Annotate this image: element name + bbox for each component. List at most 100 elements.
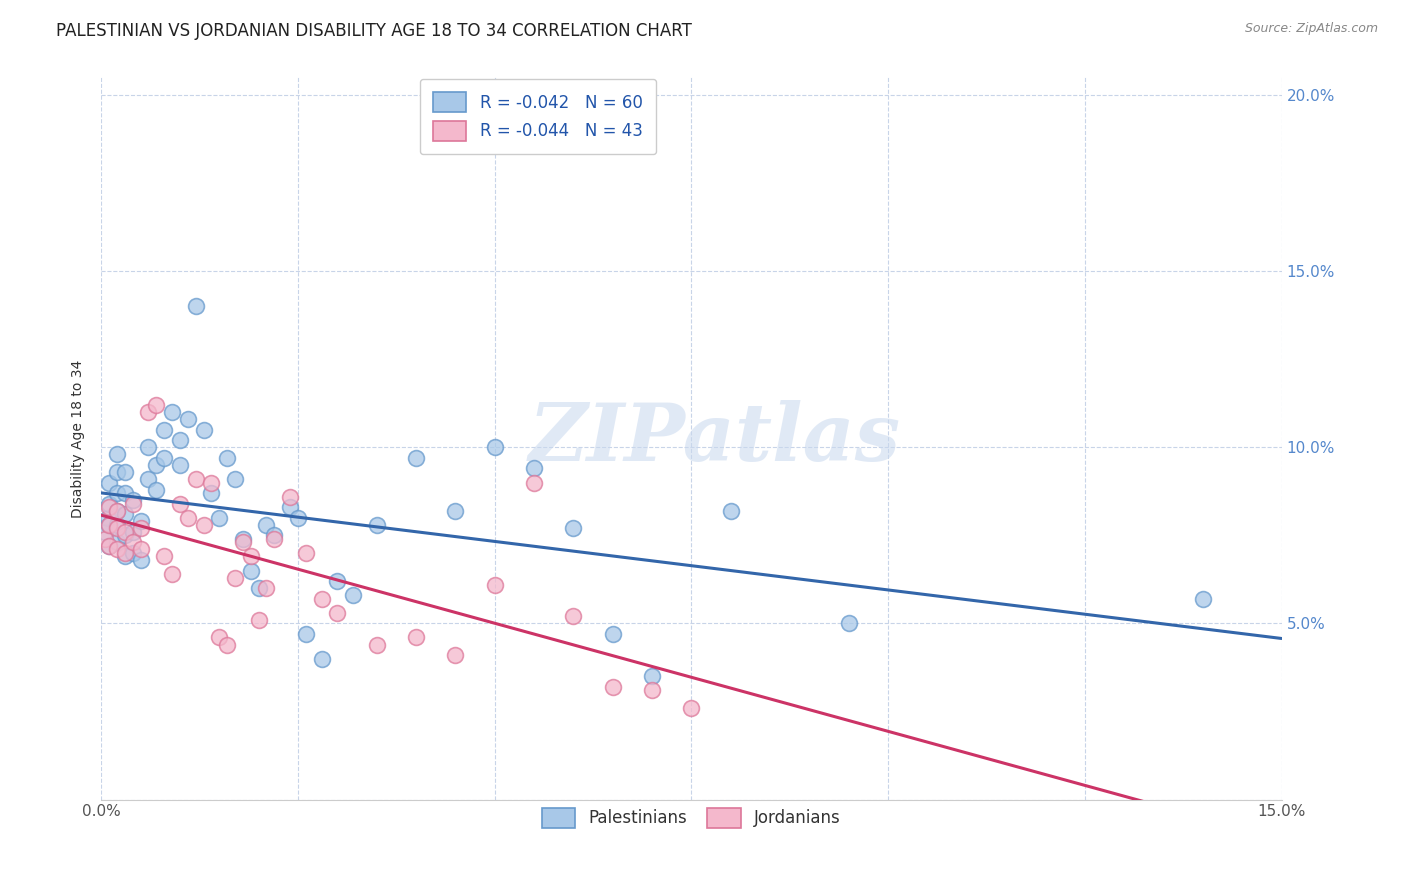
Point: [129, 521, 152, 535]
Point: [200, 486, 222, 500]
Point: [239, 564, 262, 578]
Point: [287, 510, 309, 524]
Point: [121, 546, 143, 560]
Point: [311, 651, 333, 665]
Point: [326, 606, 349, 620]
Point: [114, 528, 136, 542]
Point: [720, 504, 742, 518]
Point: [217, 450, 239, 465]
Point: [263, 532, 285, 546]
Point: [562, 521, 585, 535]
Point: [169, 434, 191, 448]
Point: [278, 490, 301, 504]
Point: [294, 546, 316, 560]
Point: [444, 648, 467, 662]
Point: [326, 574, 349, 588]
Point: [114, 546, 136, 560]
Point: [94, 524, 117, 539]
Point: [96, 510, 118, 524]
Point: [98, 539, 121, 553]
Text: PALESTINIAN VS JORDANIAN DISABILITY AGE 18 TO 34 CORRELATION CHART: PALESTINIAN VS JORDANIAN DISABILITY AGE …: [56, 22, 692, 40]
Point: [405, 631, 427, 645]
Text: Source: ZipAtlas.com: Source: ZipAtlas.com: [1244, 22, 1378, 36]
Point: [169, 497, 191, 511]
Point: [177, 412, 200, 426]
Point: [641, 683, 664, 698]
Point: [121, 493, 143, 508]
Y-axis label: Disability Age 18 to 34: Disability Age 18 to 34: [72, 359, 86, 517]
Point: [114, 549, 136, 564]
Point: [98, 539, 121, 553]
Point: [160, 405, 183, 419]
Point: [484, 577, 506, 591]
Point: [405, 450, 427, 465]
Point: [98, 475, 121, 490]
Point: [184, 299, 207, 313]
Point: [294, 627, 316, 641]
Point: [98, 517, 121, 532]
Point: [263, 528, 285, 542]
Point: [105, 447, 128, 461]
Point: [153, 423, 176, 437]
Point: [224, 571, 246, 585]
Point: [208, 510, 231, 524]
Point: [602, 680, 624, 694]
Point: [366, 638, 388, 652]
Point: [145, 398, 167, 412]
Point: [562, 609, 585, 624]
Point: [523, 461, 546, 475]
Point: [105, 542, 128, 557]
Point: [193, 517, 215, 532]
Point: [184, 472, 207, 486]
Point: [129, 553, 152, 567]
Point: [232, 532, 254, 546]
Point: [200, 475, 222, 490]
Point: [177, 510, 200, 524]
Point: [94, 532, 117, 546]
Point: [105, 465, 128, 479]
Point: [153, 450, 176, 465]
Point: [278, 500, 301, 515]
Point: [239, 549, 262, 564]
Point: [145, 483, 167, 497]
Point: [114, 507, 136, 521]
Point: [160, 567, 183, 582]
Point: [217, 638, 239, 652]
Point: [114, 465, 136, 479]
Point: [105, 517, 128, 532]
Point: [105, 535, 128, 549]
Point: [256, 517, 278, 532]
Point: [98, 500, 121, 515]
Point: [1192, 591, 1215, 606]
Point: [105, 486, 128, 500]
Point: [114, 486, 136, 500]
Point: [98, 497, 121, 511]
Point: [98, 517, 121, 532]
Text: ZIPatlas: ZIPatlas: [529, 400, 901, 477]
Point: [342, 588, 364, 602]
Point: [138, 405, 160, 419]
Point: [105, 504, 128, 518]
Point: [129, 514, 152, 528]
Point: [523, 475, 546, 490]
Point: [105, 504, 128, 518]
Point: [121, 497, 143, 511]
Point: [838, 616, 860, 631]
Point: [193, 423, 215, 437]
Point: [366, 517, 388, 532]
Point: [311, 591, 333, 606]
Point: [208, 631, 231, 645]
Point: [224, 472, 246, 486]
Point: [681, 701, 703, 715]
Point: [121, 524, 143, 539]
Point: [114, 524, 136, 539]
Point: [145, 458, 167, 472]
Point: [484, 440, 506, 454]
Point: [153, 549, 176, 564]
Point: [641, 669, 664, 683]
Point: [138, 472, 160, 486]
Point: [129, 542, 152, 557]
Point: [121, 535, 143, 549]
Point: [169, 458, 191, 472]
Point: [444, 504, 467, 518]
